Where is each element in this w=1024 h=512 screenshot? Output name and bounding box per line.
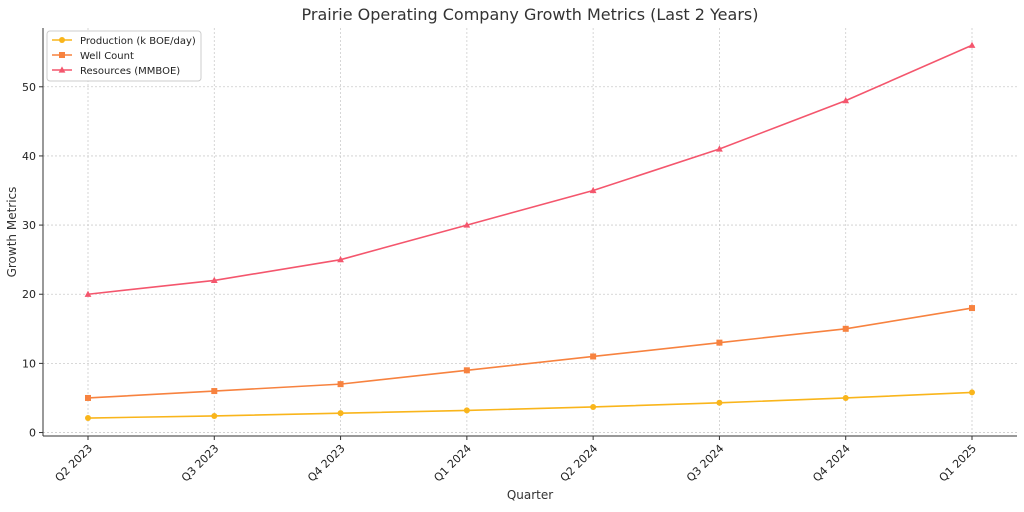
- data-point-resources: [463, 221, 471, 228]
- data-point-production: [85, 415, 91, 422]
- data-point-resources: [968, 41, 976, 48]
- data-point-well-count: [716, 339, 723, 346]
- series-well-count: [85, 305, 975, 401]
- series-line-resources: [87, 44, 973, 296]
- data-point-resources: [842, 97, 850, 104]
- x-tick-label: Q1 2025: [937, 442, 980, 485]
- data-point-production: [337, 410, 344, 417]
- data-point-production: [463, 407, 470, 414]
- legend-marker-production: [59, 37, 65, 43]
- x-tick-label: Q3 2024: [684, 442, 727, 485]
- series-resources: [84, 41, 976, 297]
- data-point-resources: [337, 256, 344, 263]
- data-point-well-count: [85, 394, 91, 401]
- data-point-well-count: [590, 353, 597, 360]
- data-point-well-count: [211, 388, 218, 395]
- data-point-well-count: [969, 305, 975, 312]
- y-tick-label: 50: [22, 81, 36, 94]
- series-group: [84, 41, 976, 422]
- x-tick-label: Q2 2024: [558, 442, 601, 485]
- data-point-production: [969, 389, 975, 396]
- x-tick-label: Q2 2023: [53, 442, 96, 485]
- y-tick-label: 30: [22, 219, 36, 232]
- series-production: [85, 389, 975, 422]
- y-tick-label: 20: [22, 288, 36, 301]
- legend-marker-well-count: [59, 52, 65, 58]
- y-tick-label: 10: [22, 357, 36, 370]
- x-axis-label: Quarter: [507, 488, 553, 502]
- legend-label-production: Production (k BOE/day): [80, 36, 196, 47]
- data-point-production: [716, 399, 723, 406]
- grid: [43, 28, 1017, 436]
- y-tick-label: 0: [29, 427, 36, 440]
- data-point-resources: [589, 186, 597, 194]
- legend: Production (k BOE/day) Well Count Resour…: [46, 30, 202, 82]
- chart-title: Prairie Operating Company Growth Metrics…: [302, 5, 759, 24]
- x-tick-label: Q3 2023: [179, 442, 222, 485]
- data-point-production: [842, 394, 849, 401]
- x-tick-label: Q1 2024: [431, 442, 474, 485]
- legend-label-resources: Resources (MMBOE): [80, 66, 180, 77]
- x-tick-label: Q4 2023: [305, 442, 348, 485]
- data-point-well-count: [463, 367, 470, 374]
- legend-marker-resources: [58, 66, 66, 73]
- y-tick-label: 40: [22, 150, 36, 163]
- data-point-well-count: [842, 325, 849, 332]
- data-point-well-count: [337, 381, 344, 388]
- data-point-production: [590, 403, 597, 410]
- y-ticks: 0 10 20 30 40 50: [22, 81, 43, 440]
- data-point-resources: [716, 145, 723, 152]
- series-line-well-count: [87, 307, 973, 399]
- data-point-resources: [210, 276, 218, 284]
- series-line-production: [87, 391, 973, 419]
- data-point-production: [211, 412, 218, 419]
- data-point-resources: [84, 290, 92, 297]
- x-tick-label: Q4 2024: [810, 442, 853, 485]
- x-ticks: Q2 2023 Q3 2023 Q4 2023 Q1 2024 Q2 2024 Q3 20…: [53, 436, 980, 485]
- legend-box: [46, 30, 202, 82]
- legend-label-well-count: Well Count: [80, 51, 134, 62]
- y-axis-label: Growth Metrics: [5, 187, 19, 278]
